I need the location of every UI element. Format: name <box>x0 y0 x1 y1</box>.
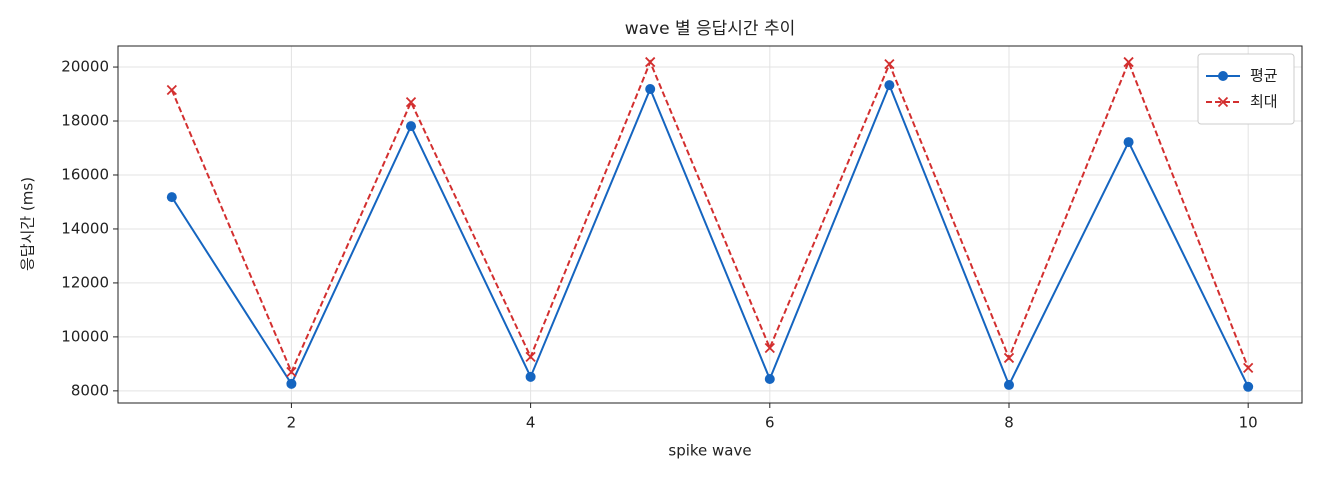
point <box>525 371 536 382</box>
plot-frame <box>117 45 1303 404</box>
point <box>525 351 536 362</box>
point <box>1123 137 1134 148</box>
y-tick-label: 20000 <box>61 58 109 76</box>
point <box>884 80 895 91</box>
point <box>286 378 297 389</box>
point <box>645 84 656 95</box>
y-tick-label: 12000 <box>61 273 109 291</box>
legend-label: 최대 <box>1250 93 1278 111</box>
point <box>1243 381 1254 392</box>
legend-label: 평균 <box>1250 67 1278 85</box>
chart-title: wave 별 응답시간 추이 <box>625 19 796 39</box>
x-tick-label: 2 <box>287 414 297 432</box>
legend-marker <box>1218 71 1228 81</box>
point <box>406 121 417 132</box>
point <box>286 366 297 378</box>
x-tick-label: 6 <box>765 414 775 432</box>
legend-marker <box>1217 96 1229 108</box>
x-axis-label: spike wave <box>668 442 751 460</box>
series-line <box>170 59 1250 375</box>
point <box>764 342 775 354</box>
point <box>1243 362 1254 374</box>
point <box>764 373 775 384</box>
y-tick-label: 16000 <box>61 165 109 183</box>
x-tick-label: 8 <box>1004 414 1014 432</box>
point <box>645 56 656 68</box>
point <box>405 96 417 108</box>
point <box>1123 56 1134 68</box>
point <box>1003 379 1014 390</box>
point <box>166 84 177 96</box>
y-tick-label: 14000 <box>61 219 109 237</box>
point <box>884 58 895 70</box>
point <box>1003 352 1015 364</box>
y-tick-label: 18000 <box>61 112 109 130</box>
y-axis-label: 응답시간 (ms) <box>19 177 37 271</box>
x-tick-label: 4 <box>526 414 536 432</box>
y-tick-label: 8000 <box>71 381 109 399</box>
legend-box <box>1197 53 1295 125</box>
y-tick-label: 10000 <box>61 327 109 345</box>
x-tick-label: 10 <box>1239 414 1258 432</box>
series-line <box>170 82 1250 388</box>
point <box>166 192 177 203</box>
